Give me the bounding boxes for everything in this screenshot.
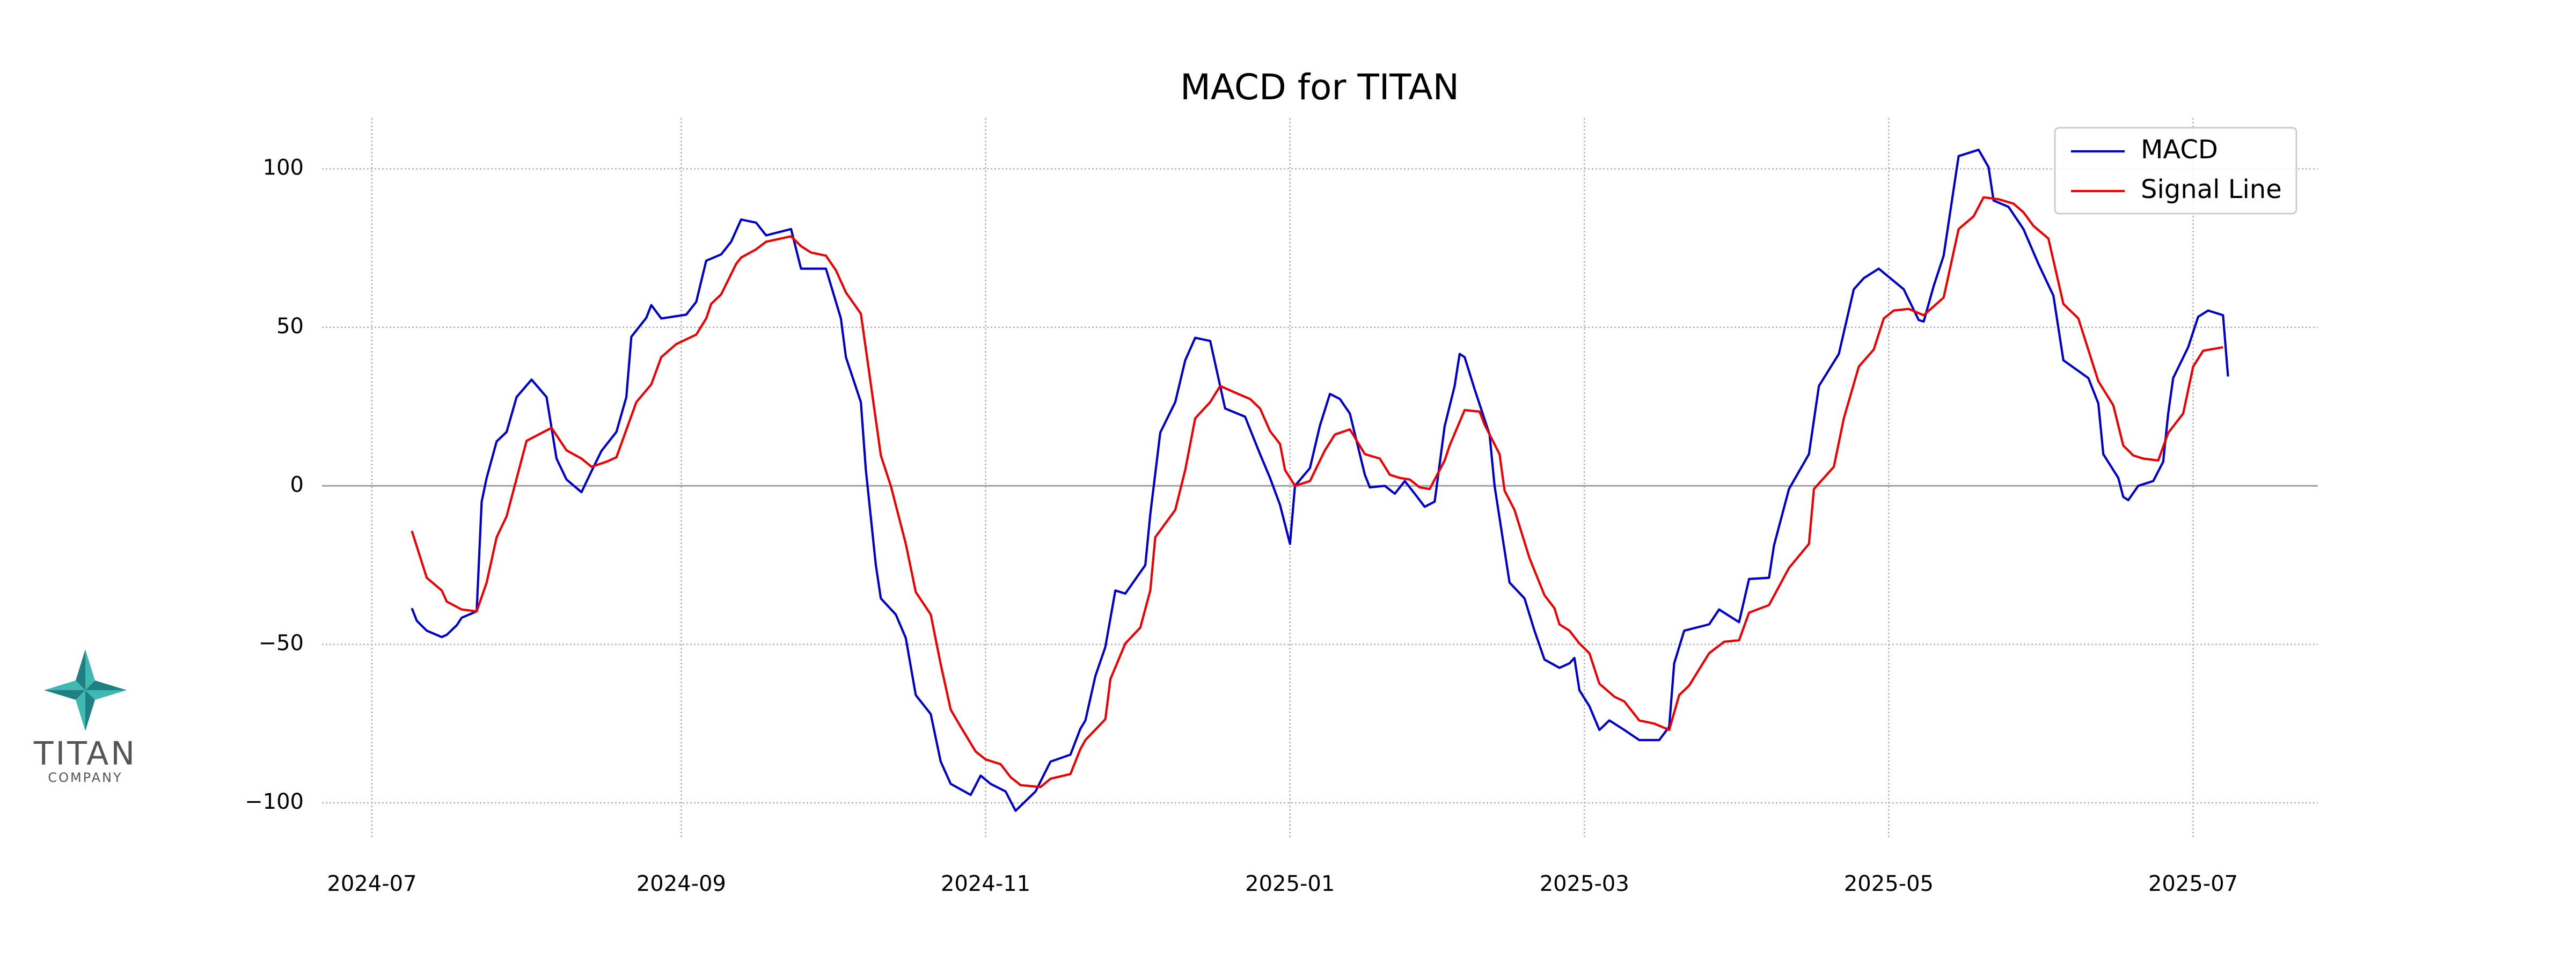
y-tick-label: 0 bbox=[290, 472, 304, 497]
x-tick-label: 2025-01 bbox=[1245, 872, 1335, 896]
y-tick-label: −100 bbox=[245, 789, 304, 814]
series-line bbox=[411, 196, 2223, 788]
logo: TITAN COMPANY bbox=[33, 649, 137, 785]
legend-label: MACD bbox=[2141, 135, 2218, 165]
logo-facet bbox=[44, 680, 85, 690]
logo-facet bbox=[85, 649, 95, 690]
y-tick-label: 100 bbox=[263, 156, 304, 180]
x-tick-label: 2024-09 bbox=[636, 872, 726, 896]
x-tick-label: 2025-07 bbox=[2148, 872, 2238, 896]
legend: MACD Signal Line bbox=[2054, 127, 2297, 215]
logo-name: TITAN bbox=[33, 735, 137, 773]
x-tick-label: 2024-07 bbox=[327, 872, 416, 896]
logo-facet bbox=[76, 649, 85, 690]
logo-facet bbox=[76, 690, 85, 731]
logo-facet bbox=[44, 690, 85, 700]
y-tick-label: 50 bbox=[276, 314, 304, 339]
series-line bbox=[411, 149, 2229, 812]
logo-facet bbox=[85, 690, 127, 700]
logo-facet bbox=[85, 680, 127, 690]
chart-title: MACD for TITAN bbox=[1180, 67, 1459, 108]
y-tick-label: −50 bbox=[259, 631, 304, 656]
logo-tagline: COMPANY bbox=[48, 770, 122, 785]
x-tick-label: 2025-05 bbox=[1844, 872, 1934, 896]
logo-facet bbox=[85, 690, 95, 731]
x-tick-label: 2025-03 bbox=[1540, 872, 1629, 896]
x-tick-label: 2024-11 bbox=[941, 872, 1030, 896]
legend-label: Signal Line bbox=[2141, 174, 2282, 204]
